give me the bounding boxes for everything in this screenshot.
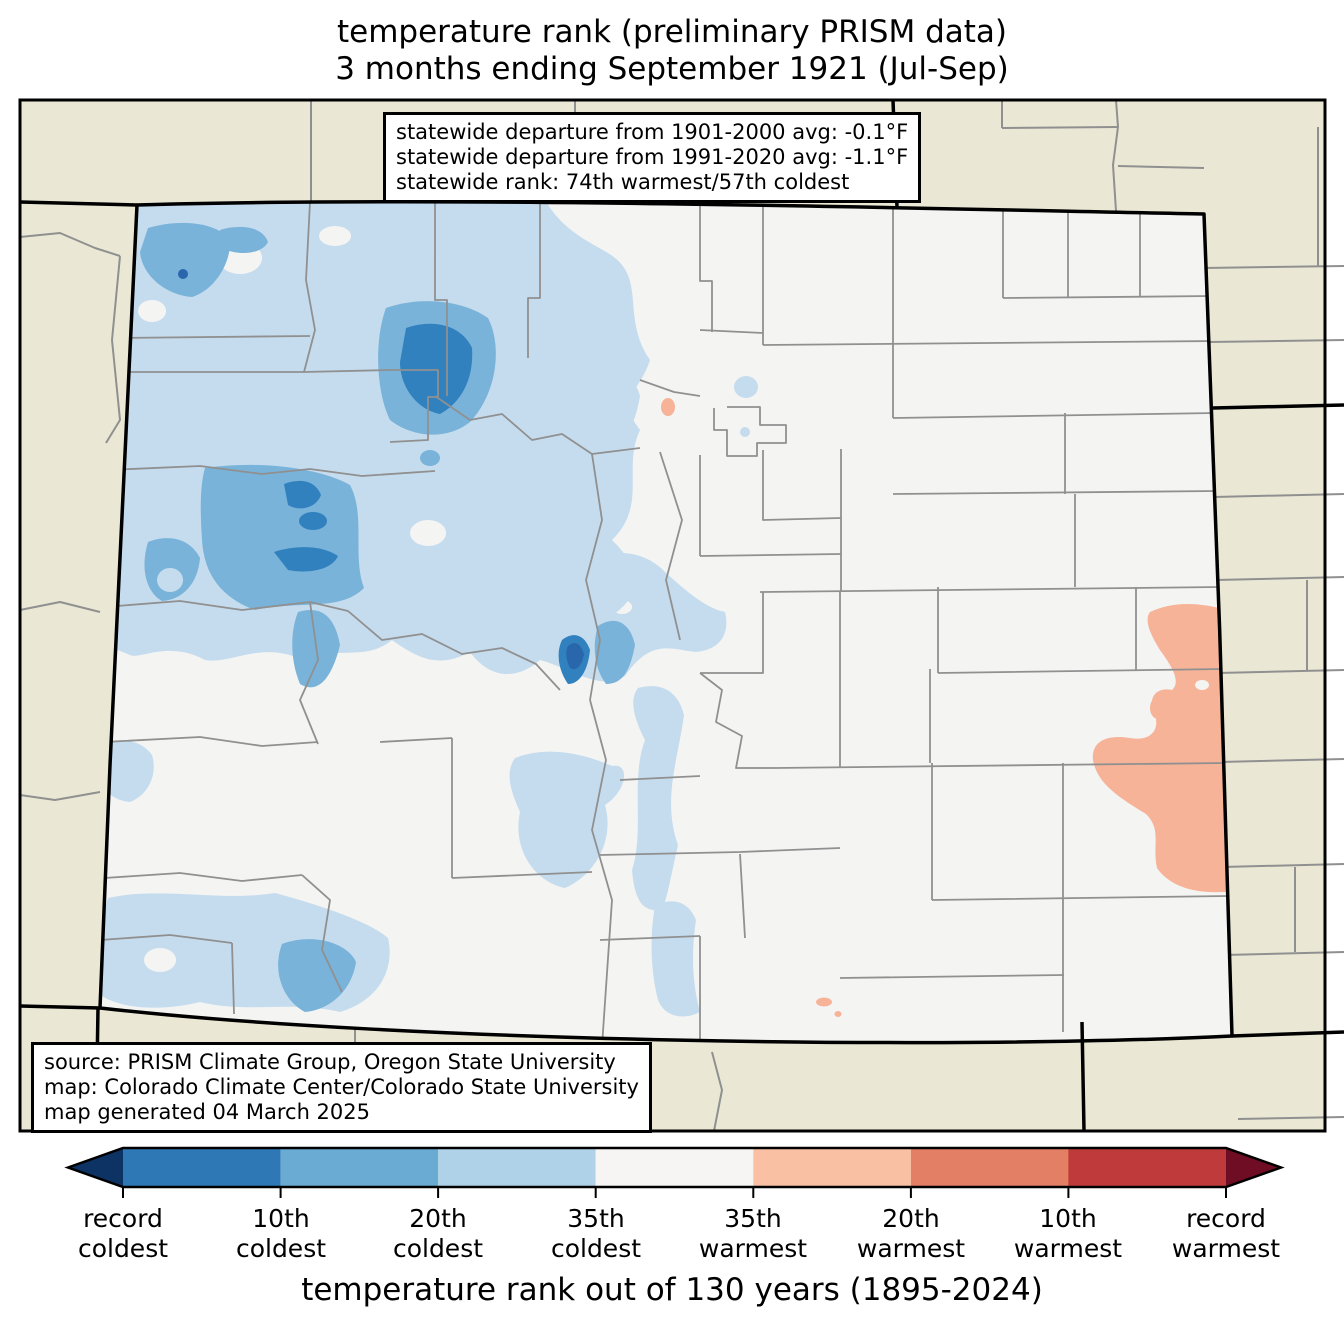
colorbar-segment-4 [753,1148,911,1187]
stats-line-1991-2020: statewide departure from 1991-2020 avg: … [396,145,909,169]
tick-label-10th-warmest: 10th warmest [1013,1204,1123,1263]
stats-line-rank: statewide rank: 74th warmest/57th coldes… [396,170,850,194]
statewide-stats-box: statewide departure from 1901-2000 avg: … [383,112,922,203]
tick-label-35th-coldest: 35th coldest [550,1204,642,1263]
tick-label-35th-warmest: 35th warmest [698,1204,808,1263]
source-attribution-box: source: PRISM Climate Group, Oregon Stat… [31,1042,652,1133]
colorbar-caption: temperature rank out of 130 years (1895-… [301,1272,1043,1308]
source-line: source: PRISM Climate Group, Oregon Stat… [44,1050,616,1074]
colorbar [64,1146,1285,1198]
colorbar-segment-2 [438,1148,596,1187]
stats-line-1901-2000: statewide departure from 1901-2000 avg: … [396,120,909,144]
tick-label-record-coldest: record coldest [77,1204,169,1263]
cold-anomaly-record [178,269,584,670]
colorbar-arrow-record-warmest [1226,1148,1281,1187]
page-title-line2: 3 months ending September 1921 (Jul-Sep) [335,51,1009,87]
colorbar-segment-0 [123,1148,281,1187]
map-credit-line: map: Colorado Climate Center/Colorado St… [44,1075,639,1099]
tick-label-20th-coldest: 20th coldest [392,1204,484,1263]
warm-anomaly-blobs [661,398,1232,1017]
map-border-frame [18,98,1327,1133]
tick-label-record-warmest: record warmest [1171,1204,1281,1263]
page-title-line1: temperature rank (preliminary PRISM data… [336,14,1007,50]
colorbar-segment-3 [595,1148,754,1187]
colorbar-arrow-record-coldest [68,1148,123,1187]
tick-label-10th-coldest: 10th coldest [235,1204,327,1263]
colorbar-segment-1 [280,1148,439,1187]
colorbar-segment-5 [910,1148,1069,1187]
colorado-county-lines [100,201,1229,1043]
colorbar-ticks [122,1187,1227,1198]
generated-date-line: map generated 04 March 2025 [44,1100,371,1124]
colorbar-segment-6 [1068,1148,1226,1187]
tick-label-20th-warmest: 20th warmest [856,1204,966,1263]
